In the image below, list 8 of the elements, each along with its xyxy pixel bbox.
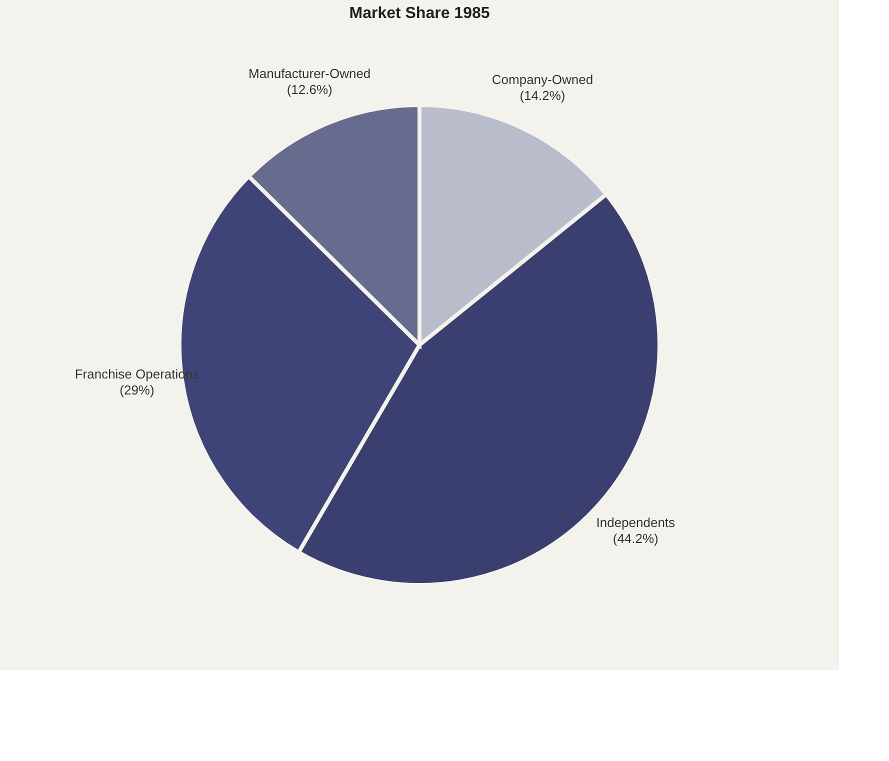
data-label: (44.2%) — [612, 530, 658, 546]
chart-title: Market Share 1985 — [349, 5, 490, 22]
slice-label: Manufacturer-Owned — [248, 66, 371, 82]
data-label: (14.2%) — [520, 88, 566, 103]
data-label: (29%) — [120, 382, 154, 398]
slice-label: Independents — [596, 514, 676, 530]
data-label: (12.6%) — [286, 82, 332, 98]
slice-label: Company-Owned — [492, 72, 594, 87]
